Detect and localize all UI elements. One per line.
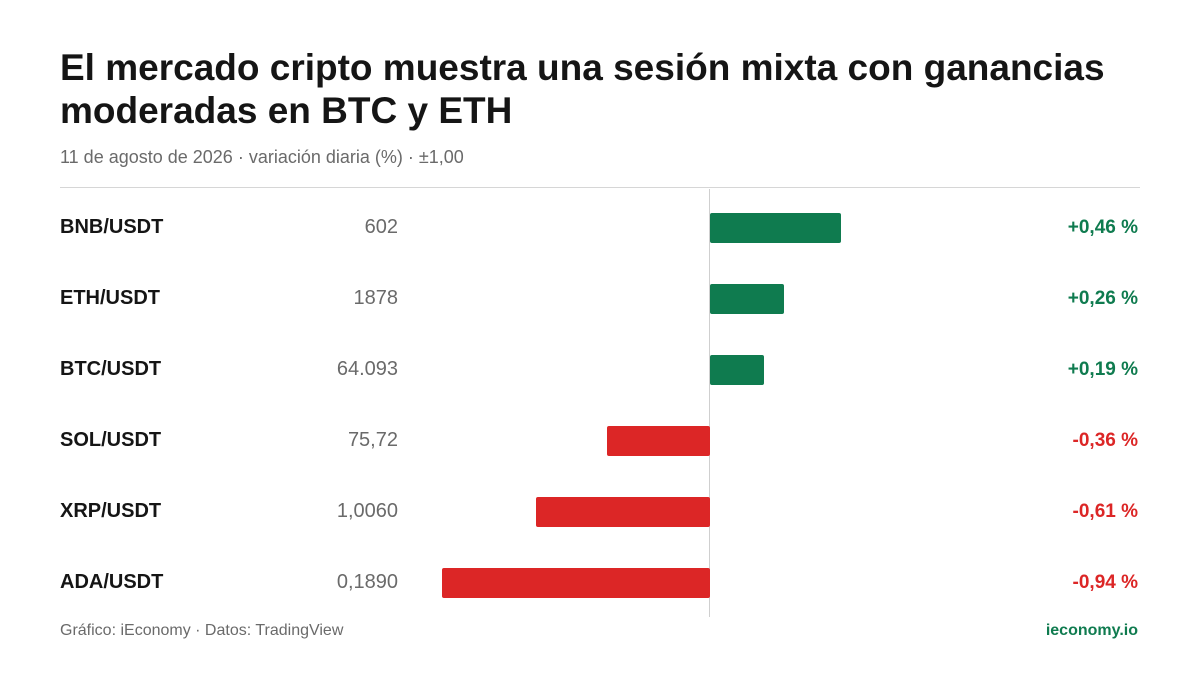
price-label: 64.093 xyxy=(336,358,398,380)
price-label: 0,1890 xyxy=(336,571,398,593)
positive-bar xyxy=(710,355,765,385)
pair-label: XRP/USDT xyxy=(60,500,162,522)
footer-site-link[interactable]: ieconomy.io xyxy=(1045,622,1138,639)
change-percent-label: +0,26 % xyxy=(1067,288,1138,309)
price-label: 1,0060 xyxy=(336,500,398,522)
header-divider xyxy=(60,187,1140,188)
change-percent-label: -0,36 % xyxy=(1072,430,1138,451)
chart-row: ETH/USDT 1878 +0,26 % xyxy=(0,263,1200,334)
change-percent-label: -0,94 % xyxy=(1072,572,1138,593)
change-percent-label: -0,61 % xyxy=(1072,501,1138,522)
positive-bar xyxy=(710,213,842,243)
pair-label: SOL/USDT xyxy=(60,429,162,451)
pair-label: BNB/USDT xyxy=(60,216,164,238)
pair-label: ETH/USDT xyxy=(60,287,160,309)
chart-row: SOL/USDT 75,72 -0,36 % xyxy=(0,405,1200,476)
change-percent-label: +0,19 % xyxy=(1067,359,1138,380)
chart-row: ADA/USDT 0,1890 -0,94 % xyxy=(0,547,1200,618)
chart-row: BNB/USDT 602 +0,46 % xyxy=(0,192,1200,263)
zero-axis-line xyxy=(709,189,710,617)
pair-label: ADA/USDT xyxy=(60,571,164,593)
negative-bar xyxy=(536,497,710,527)
price-label: 75,72 xyxy=(347,429,398,451)
price-label: 602 xyxy=(364,216,398,238)
pair-label: BTC/USDT xyxy=(60,358,162,380)
change-percent-label: +0,46 % xyxy=(1067,217,1138,238)
chart-title: El mercado cripto muestra una sesión mix… xyxy=(60,47,1105,131)
negative-bar xyxy=(607,426,710,456)
chart-subtitle: 11 de agosto de 2026 · variación diaria … xyxy=(60,147,464,167)
chart-row: BTC/USDT 64.093 +0,19 % xyxy=(0,334,1200,405)
price-label: 1878 xyxy=(353,287,399,309)
footer-credit: Gráfico: iEconomy · Datos: TradingView xyxy=(60,622,344,639)
positive-bar xyxy=(710,284,785,314)
negative-bar xyxy=(442,568,710,598)
chart-row: XRP/USDT 1,0060 -0,61 % xyxy=(0,476,1200,547)
